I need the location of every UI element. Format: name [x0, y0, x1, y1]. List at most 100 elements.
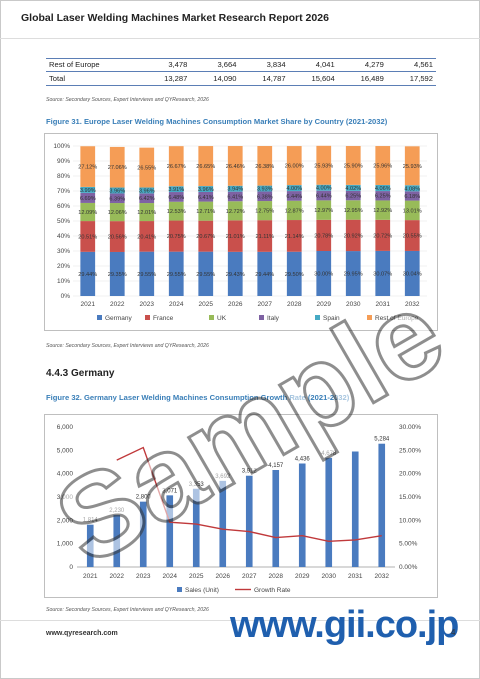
- x-tick-label: 2031: [376, 301, 391, 308]
- legend-swatch: [145, 315, 150, 320]
- y-tick-label: 50%: [57, 218, 70, 225]
- table-cell: 17,592: [386, 71, 436, 86]
- data-label: 6.38%: [257, 194, 273, 200]
- data-label: 6.41%: [227, 194, 243, 200]
- data-label: 2,230: [109, 508, 125, 514]
- x-tick-label: 2028: [269, 573, 284, 580]
- sales-bar: [378, 443, 386, 567]
- data-label: 3.94%: [227, 187, 243, 193]
- bar-segment: [375, 219, 391, 251]
- data-label: 3.93%: [257, 187, 273, 193]
- table-cell: 3,664: [190, 58, 240, 72]
- data-label: 20.55%: [403, 234, 422, 240]
- sales-bar: [113, 514, 121, 567]
- x-tick-label: 2023: [136, 573, 151, 580]
- bar-segment: [404, 146, 420, 186]
- x-tick-label: 2026: [216, 573, 231, 580]
- table-cell: 13,287: [141, 71, 191, 86]
- bar-segment: [404, 191, 420, 201]
- y-tick-label: 0%: [61, 293, 71, 300]
- data-label: 6.69%: [80, 196, 96, 202]
- data-label: 20.92%: [344, 233, 363, 239]
- y2-tick-label: 5.00%: [399, 541, 418, 548]
- sales-bar: [351, 451, 359, 567]
- bar-segment: [168, 186, 184, 193]
- bar-segment: [109, 203, 125, 222]
- data-label: 12.75%: [255, 209, 274, 215]
- y-tick-label: 20%: [57, 263, 70, 270]
- data-label: 6.41%: [198, 195, 214, 201]
- bar-segment: [404, 185, 420, 192]
- y-tick-label: 10%: [57, 278, 70, 285]
- y2-tick-label: 10.00%: [399, 517, 421, 524]
- legend-label: Growth Rate: [254, 587, 291, 594]
- data-label: 2,800: [136, 495, 152, 501]
- data-label: 3,071: [162, 488, 178, 494]
- bar-segment: [168, 251, 184, 296]
- growth-svg: 0 1,000 2,000 3,000 4,000 5,000 6,000 0.00% 5.00…: [57, 424, 422, 594]
- y-tick-label: 40%: [57, 233, 70, 240]
- figure-31-title: Figure 31. Europe Laser Welding Machines…: [46, 117, 388, 126]
- bar-segment: [257, 251, 273, 296]
- data-label: 20.72%: [373, 233, 392, 239]
- bar-segment: [375, 200, 391, 220]
- bar-segment: [375, 146, 391, 185]
- data-label: 26.46%: [226, 164, 245, 170]
- bar-segment: [139, 193, 155, 204]
- bar-segment: [316, 219, 332, 251]
- bar-segment: [198, 191, 214, 202]
- data-label: 29.35%: [108, 272, 127, 278]
- sales-bar: [166, 495, 174, 567]
- data-label: 26.55%: [137, 166, 156, 172]
- x-tick-label: 2027: [242, 573, 257, 580]
- y-tick-label: 3,000: [57, 494, 74, 501]
- bar-segment: [286, 185, 302, 192]
- bar-segment: [345, 190, 361, 201]
- x-tick-label: 2021: [83, 573, 98, 580]
- bar-segment: [139, 251, 155, 296]
- bar-segment: [257, 201, 273, 221]
- bar-segment: [286, 251, 302, 296]
- table-cell: 3,834: [239, 58, 289, 72]
- legend-swatch: [97, 315, 102, 320]
- bar-segment: [316, 251, 332, 296]
- bar-segment: [227, 251, 243, 296]
- x-tick-label: 2021: [81, 301, 96, 308]
- bar-segment: [286, 191, 302, 201]
- header-divider: [0, 38, 480, 39]
- bar-segment: [227, 201, 243, 221]
- page-number: 4: [451, 628, 456, 637]
- data-label: 3.99%: [80, 188, 96, 194]
- bar-segment: [80, 192, 96, 203]
- data-label: 29.44%: [255, 272, 274, 278]
- legend-label: Germany: [105, 315, 132, 322]
- y-tick-label: 4,000: [57, 471, 74, 478]
- bar-segment: [198, 201, 214, 221]
- data-label: 29.44%: [78, 272, 97, 278]
- y2-tick-label: 0.00%: [399, 564, 418, 571]
- data-label: 6.18%: [404, 194, 420, 200]
- data-label: 27.12%: [78, 165, 97, 171]
- data-label: 3,692: [215, 474, 231, 480]
- data-label: 3.96%: [198, 187, 214, 193]
- row-label: Total: [46, 71, 142, 86]
- x-tick-label: 2024: [163, 573, 178, 580]
- data-label: 4,436: [295, 456, 311, 462]
- table-cell: 14,090: [190, 71, 240, 86]
- x-tick-label: 2027: [258, 301, 273, 308]
- bar-segment: [109, 193, 125, 204]
- footer-url[interactable]: www.qyresearch.com: [46, 630, 118, 637]
- data-label: 12.53%: [167, 209, 186, 215]
- report-title: Global Laser Welding Machines Market Res…: [21, 12, 329, 24]
- bar-segment: [227, 220, 243, 252]
- data-label: 4.02%: [345, 186, 361, 192]
- data-label: 6.44%: [286, 194, 302, 200]
- bar-segment: [316, 145, 332, 185]
- legend-swatch: [367, 315, 372, 320]
- data-label: 25.90%: [344, 163, 363, 169]
- data-label: 26.67%: [167, 164, 186, 170]
- data-label: 25.96%: [373, 164, 392, 170]
- data-label: 20.67%: [196, 234, 215, 240]
- y-tick-label: 1,000: [57, 541, 74, 548]
- bar-segment: [227, 146, 243, 186]
